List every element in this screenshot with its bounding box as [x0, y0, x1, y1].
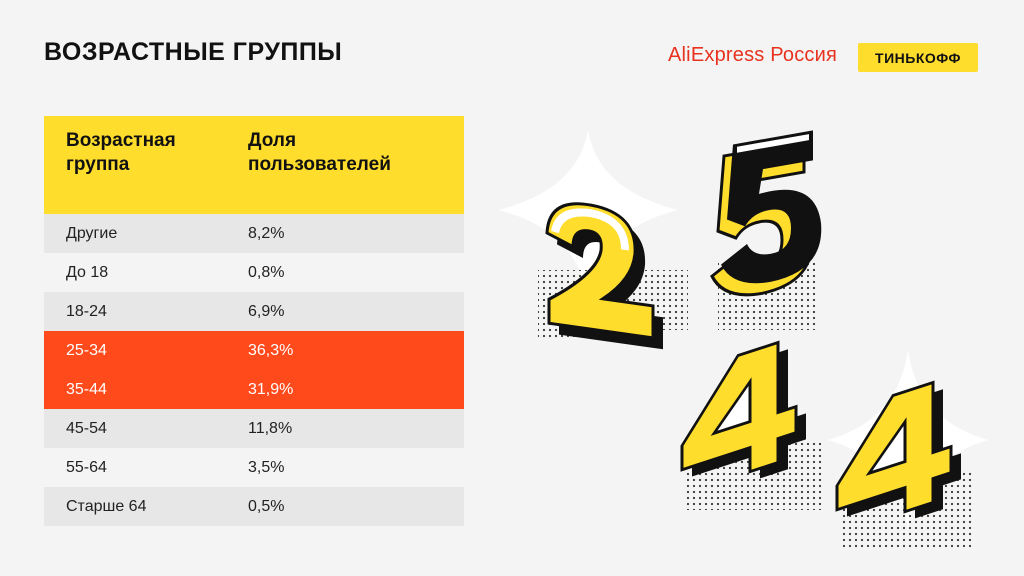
decorative-3d-numbers: [498, 130, 988, 550]
share-cell: 0,8%: [248, 263, 285, 281]
share-cell: 3,5%: [248, 458, 285, 476]
table-row: 18-24 6,9%: [44, 292, 464, 331]
share-cell: 31,9%: [248, 380, 294, 398]
digit-2-shape: [545, 202, 663, 350]
age-group-table: Возрастная группа Доля пользователей Дру…: [44, 116, 464, 526]
digit-4-shape: [680, 340, 806, 479]
share-cell: 0,5%: [248, 497, 285, 515]
share-cell: 11,8%: [248, 419, 293, 437]
table-row: 45-54 11,8%: [44, 409, 464, 448]
table-header: Возрастная группа Доля пользователей: [44, 116, 464, 214]
header-age-group-line2: группа: [66, 154, 130, 175]
age-group-cell: 35-44: [66, 380, 107, 398]
table-row-highlighted: 25-34 36,3%: [44, 331, 464, 370]
share-cell: 36,3%: [248, 341, 294, 359]
age-group-cell: 55-64: [66, 458, 107, 476]
page-title: ВОЗРАСТНЫЕ ГРУППЫ: [44, 38, 343, 66]
digit-4-shape: [835, 380, 961, 519]
age-group-cell: До 18: [66, 263, 109, 281]
header-age-group: Возрастная группа: [44, 129, 248, 214]
age-group-cell: 25-34: [66, 341, 107, 359]
age-group-cell: 45-54: [66, 419, 107, 437]
header-user-share-line1: Доля: [248, 130, 297, 151]
table-row: Старше 64 0,5%: [44, 487, 464, 526]
share-cell: 8,2%: [248, 224, 285, 242]
table-row: Другие 8,2%: [44, 214, 464, 253]
aliexpress-logo: AliExpress Россия: [668, 44, 838, 66]
age-group-cell: Старше 64: [66, 497, 147, 515]
header-user-share: Доля пользователей: [248, 129, 464, 214]
table-row-highlighted: 35-44 31,9%: [44, 370, 464, 409]
table-row: 55-64 3,5%: [44, 448, 464, 487]
header-age-group-line1: Возрастная: [66, 130, 176, 151]
table-row: До 18 0,8%: [44, 253, 464, 292]
age-group-cell: 18-24: [66, 302, 107, 320]
header-user-share-line2: пользователей: [248, 154, 391, 175]
tinkoff-logo: ТИНЬКОФФ: [858, 43, 978, 72]
share-cell: 6,9%: [248, 302, 285, 320]
age-group-cell: Другие: [66, 224, 118, 242]
digit-5-shape: [710, 130, 822, 297]
